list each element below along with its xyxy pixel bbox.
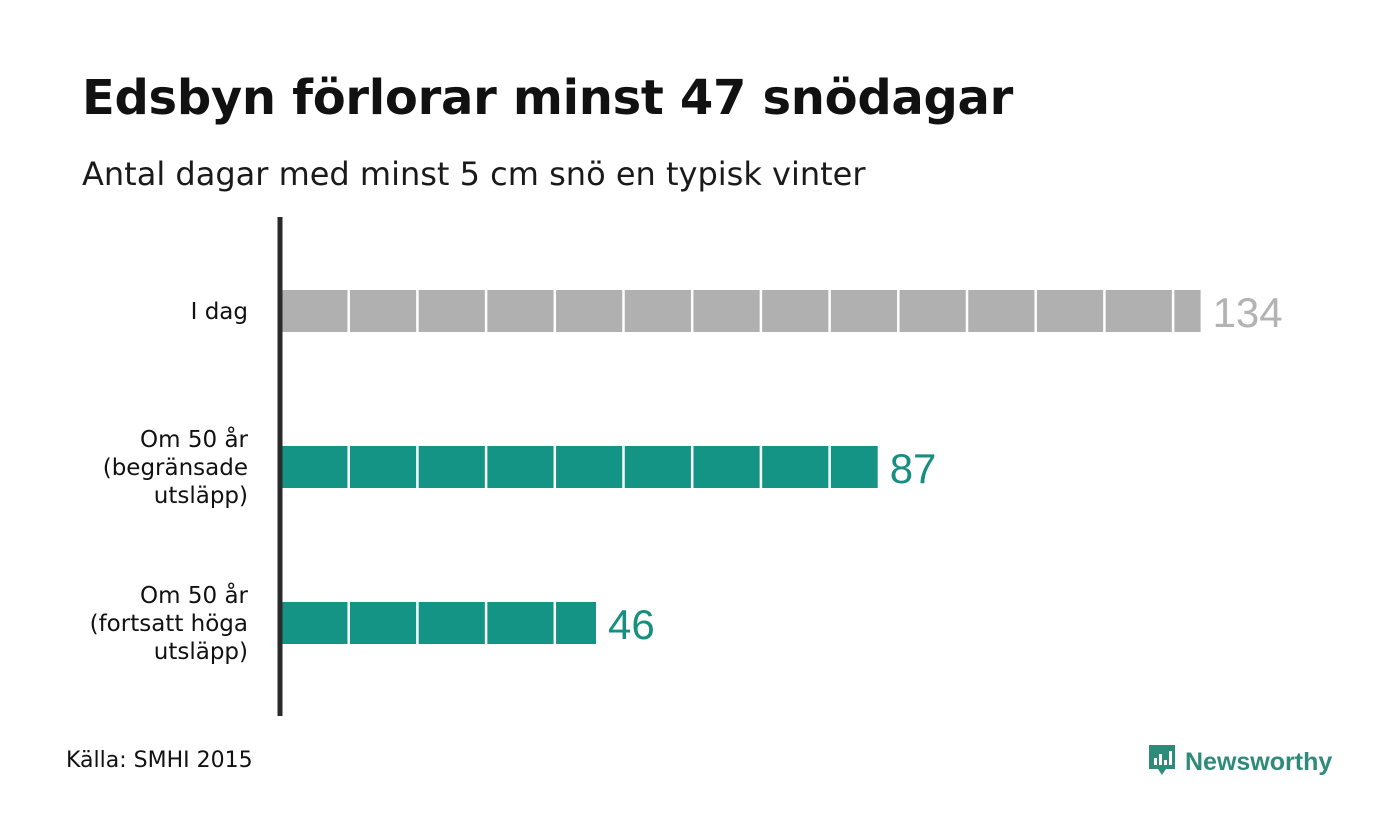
source-note: Källa: SMHI 2015	[66, 748, 253, 773]
newsworthy-logo-icon	[1147, 743, 1177, 781]
value-label-2: 46	[608, 601, 655, 648]
value-label-0: 134	[1213, 289, 1283, 336]
category-label-line: utsläpp)	[154, 639, 248, 665]
category-label-line: Om 50 år	[140, 425, 248, 453]
category-label-0: I dag	[191, 299, 248, 325]
category-label-line: (fortsatt höga	[90, 611, 248, 637]
chart-title: Edsbyn förlorar minst 47 snödagar	[82, 70, 1014, 126]
category-label-1: Om 50 år (begränsade utsläpp)	[103, 425, 249, 509]
category-label-line: (begränsade	[103, 455, 248, 481]
bar-0	[280, 290, 1201, 332]
newsworthy-brand: Newsworthy	[1147, 743, 1332, 781]
category-label-line: utsläpp)	[154, 483, 248, 509]
category-label-line: Om 50 år	[140, 581, 248, 609]
category-label-line: I dag	[191, 299, 248, 325]
value-label-1: 87	[890, 445, 937, 492]
brand-name: Newsworthy	[1185, 747, 1333, 776]
chart-subtitle: Antal dagar med minst 5 cm snö en typisk…	[82, 155, 866, 193]
bar-2	[280, 602, 597, 644]
bar-1	[280, 446, 878, 488]
category-label-2: Om 50 år (fortsatt höga utsläpp)	[90, 581, 249, 665]
